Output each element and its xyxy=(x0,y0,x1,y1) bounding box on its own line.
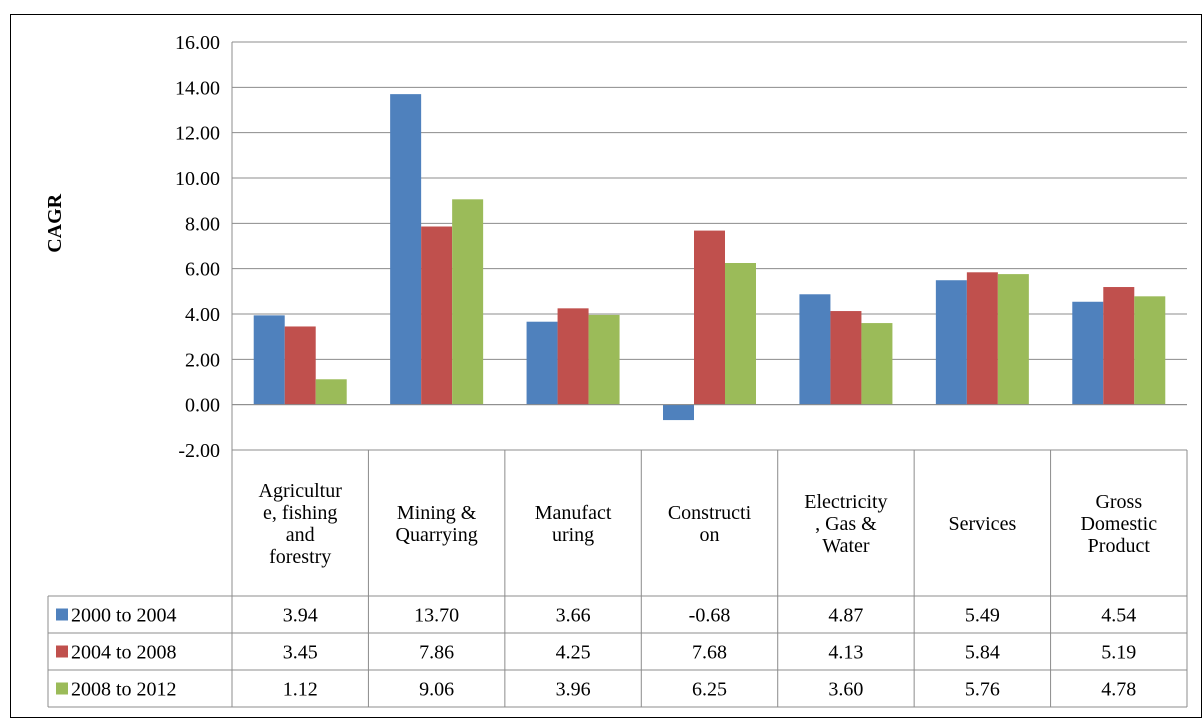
y-tick-label: 4.00 xyxy=(185,304,220,326)
bar xyxy=(966,272,998,405)
data-label: 4.54 xyxy=(1101,605,1136,627)
category-label-line: Mining & xyxy=(397,502,477,524)
legend-swatch xyxy=(56,608,68,621)
data-label: 4.25 xyxy=(556,642,591,664)
bar xyxy=(421,226,453,405)
category-label-line: and xyxy=(286,524,315,546)
category-label: Mining & Quarrying xyxy=(396,502,478,546)
category-label-line: Services xyxy=(948,513,1016,535)
data-label: 4.13 xyxy=(828,642,863,664)
data-label: 4.87 xyxy=(828,605,863,627)
legend-swatch xyxy=(56,682,68,695)
category-label: Manufact uring xyxy=(535,502,612,546)
category-label: Electricity, Gas & Water xyxy=(804,491,887,557)
category-label-line: , Gas & xyxy=(815,513,877,535)
data-label: 7.68 xyxy=(692,642,727,664)
bar xyxy=(253,315,285,405)
data-label: 6.25 xyxy=(692,679,727,701)
bar xyxy=(694,230,725,405)
y-tick-label: 6.00 xyxy=(185,259,220,281)
bar xyxy=(725,263,756,405)
chart-svg: -2.00 0.00 2.00 4.00 6.00 8.00 10.00 12.00 14.00… xyxy=(44,32,1188,708)
data-label: 1.12 xyxy=(283,679,318,701)
bar xyxy=(1134,296,1166,405)
bar xyxy=(861,323,893,405)
bar xyxy=(663,404,694,421)
category-label: Gross Domestic Product xyxy=(1080,491,1157,557)
bar xyxy=(315,379,347,405)
data-label: 4.78 xyxy=(1101,679,1136,701)
data-label: 9.06 xyxy=(419,679,454,701)
data-label: 13.70 xyxy=(414,605,459,627)
category-label-line: Quarrying xyxy=(396,524,478,546)
data-label: 3.45 xyxy=(283,642,318,664)
category-label-line: Electricity xyxy=(804,491,887,513)
data-label: 3.96 xyxy=(556,679,591,701)
bar xyxy=(557,308,589,405)
data-label: -0.68 xyxy=(689,605,731,627)
data-label: 3.66 xyxy=(556,605,591,627)
legend-swatch xyxy=(56,645,68,658)
data-label: 5.19 xyxy=(1101,642,1136,664)
category-label: Agricultur e, fishing and forestry xyxy=(259,480,343,568)
y-tick-label: 12.00 xyxy=(175,123,220,145)
category-label: Services xyxy=(948,513,1016,535)
bars xyxy=(253,94,1166,421)
category-label-line: Manufact xyxy=(535,502,612,524)
bar xyxy=(390,94,422,405)
y-tick-label: 14.00 xyxy=(175,77,220,99)
bar xyxy=(935,280,967,405)
bar xyxy=(588,314,620,405)
bar xyxy=(1103,287,1135,405)
category-label-line: Product xyxy=(1088,535,1151,557)
bar xyxy=(526,321,558,405)
chart-frame: -2.00 0.00 2.00 4.00 6.00 8.00 10.00 12.00 14.00… xyxy=(10,14,1202,718)
bar xyxy=(799,294,831,405)
data-label: 3.94 xyxy=(283,605,318,627)
category-label-line: e, fishing xyxy=(263,502,337,524)
y-tick-label: 16.00 xyxy=(175,32,220,54)
y-tick-label: 2.00 xyxy=(185,349,220,371)
category-label-line: Gross xyxy=(1095,491,1142,513)
y-tick-label: 10.00 xyxy=(175,168,220,190)
category-label-line: on xyxy=(700,524,720,546)
category-label-line: Constructi xyxy=(668,502,752,524)
y-tick-label: 0.00 xyxy=(185,395,220,417)
bar xyxy=(997,274,1029,405)
data-label: 5.84 xyxy=(965,642,1000,664)
y-tick-label: 8.00 xyxy=(185,213,220,235)
legend-label: 2008 to 2012 xyxy=(71,679,177,701)
data-table: Agricultur e, fishing and forestry Mining & Q… xyxy=(47,450,1188,708)
bar xyxy=(452,199,484,405)
category-label-line: uring xyxy=(552,524,594,546)
legend-label: 2004 to 2008 xyxy=(71,642,177,664)
bar xyxy=(1072,301,1104,405)
category-label-line: Agricultur xyxy=(259,480,343,502)
category-label-line: Water xyxy=(822,535,870,557)
category-label-line: forestry xyxy=(269,546,331,568)
y-tick-labels: -2.00 0.00 2.00 4.00 6.00 8.00 10.00 12.00 14.00… xyxy=(175,32,220,462)
legend-label: 2000 to 2004 xyxy=(71,605,177,627)
y-axis-title: CAGR xyxy=(44,193,66,252)
category-label: Constructi on xyxy=(668,502,752,546)
data-label: 5.49 xyxy=(965,605,1000,627)
bar xyxy=(830,311,862,405)
category-label-line: Domestic xyxy=(1080,513,1157,535)
y-tick-label: -2.00 xyxy=(178,440,220,462)
data-label: 7.86 xyxy=(419,642,454,664)
data-label: 3.60 xyxy=(828,679,863,701)
bar xyxy=(284,326,316,405)
data-label: 5.76 xyxy=(965,679,1000,701)
axes xyxy=(231,42,1187,450)
